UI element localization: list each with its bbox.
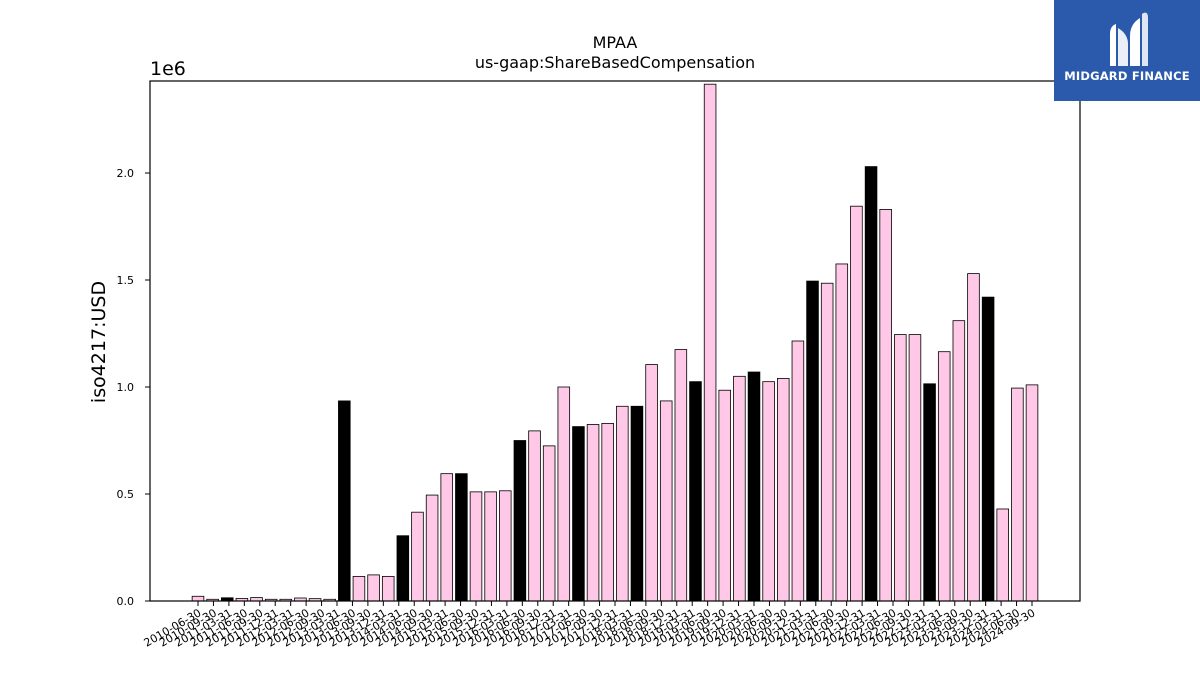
bar: [674, 349, 688, 602]
y-axis: 0.0 0.5 1.0 1.5 2.0: [117, 167, 150, 608]
bar: [396, 535, 410, 602]
bar: [338, 400, 351, 602]
bar: [996, 508, 1009, 602]
bar: [645, 364, 658, 602]
bar: [718, 389, 731, 602]
bar: [894, 334, 907, 602]
bar: [952, 320, 966, 602]
bar: [440, 473, 453, 602]
bar: [733, 375, 746, 602]
y-tick-label: 1.5: [117, 274, 135, 287]
y-axis-label: iso4217:USD: [88, 281, 110, 403]
y-tick-label: 2.0: [117, 167, 135, 180]
y-tick-label: 0.5: [117, 488, 135, 501]
bar: [381, 575, 395, 602]
bar: [469, 491, 483, 602]
bar: [586, 424, 600, 602]
bar: [1025, 384, 1039, 602]
bar: [762, 381, 775, 602]
x-axis: 2010-06-302010-09-302011-03-312011-06-30…: [142, 601, 1038, 650]
bar: [484, 491, 497, 602]
bar: [806, 280, 819, 602]
bar: [659, 400, 673, 602]
midgard-logo-icon: [1110, 12, 1148, 66]
bar: [411, 511, 424, 602]
bar: [528, 430, 541, 602]
bar: [425, 494, 439, 602]
bar: [850, 205, 863, 602]
bar: [572, 426, 585, 602]
bar: [616, 405, 629, 602]
bar: [499, 490, 512, 602]
bar: [352, 575, 366, 602]
bar: [879, 208, 892, 602]
bar: [908, 334, 922, 602]
chart-title: MPAA: [593, 33, 638, 52]
brand-name: MIDGARD FINANCE: [1064, 69, 1190, 83]
chart-subtitle: us-gaap:ShareBasedCompensation: [475, 53, 755, 72]
bar: [1011, 387, 1024, 602]
y-tick-label: 0.0: [117, 595, 135, 608]
bar: [703, 83, 717, 602]
y-tick-label: 1.0: [117, 381, 135, 394]
bar: [601, 422, 614, 602]
bars-group: [191, 83, 1039, 602]
bar: [923, 383, 936, 602]
bar: [513, 440, 527, 602]
plot-frame: [149, 80, 1081, 602]
bar: [689, 381, 702, 602]
bar: [455, 473, 468, 602]
bar: [835, 263, 849, 602]
bar: [864, 166, 878, 602]
bar: [747, 371, 761, 602]
bar: [937, 351, 951, 602]
bar: [981, 296, 995, 602]
bar: [967, 273, 980, 602]
bar: [542, 445, 556, 602]
y-multiplier-label: 1e6: [150, 58, 186, 80]
bar: [791, 340, 805, 602]
brand-logo: MIDGARD FINANCE: [1054, 0, 1200, 101]
bar: [777, 378, 790, 602]
bar: [191, 595, 205, 602]
bar: [367, 574, 380, 602]
bar: [630, 405, 644, 602]
bar: [820, 282, 834, 602]
bar: [557, 386, 571, 602]
